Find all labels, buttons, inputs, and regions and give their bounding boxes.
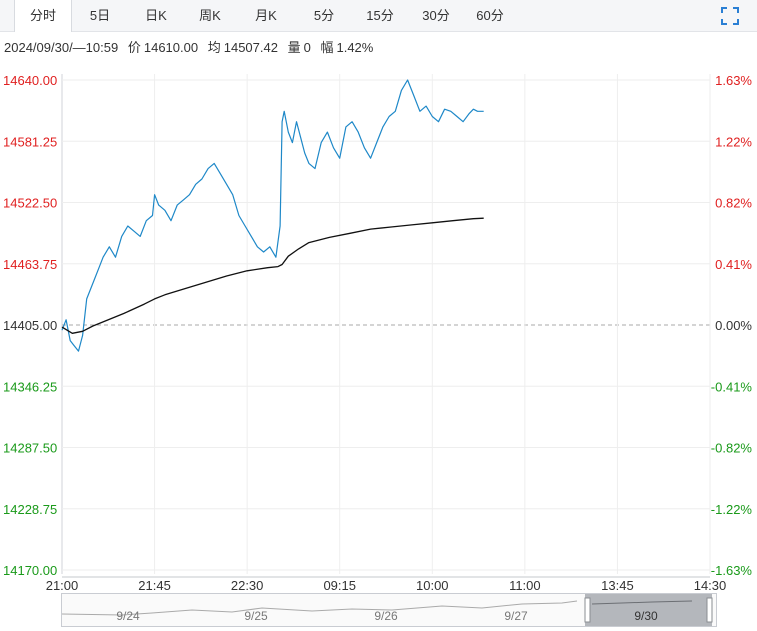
tab-5min[interactable]: 5分 (313, 8, 335, 23)
tab-60min[interactable]: 60分 (476, 8, 504, 23)
x-tick-label: 22:30 (231, 578, 264, 593)
x-tick-label: 21:45 (138, 578, 171, 593)
y-tick-label-left: 14640.00 (3, 73, 57, 88)
x-tick-label: 09:15 (323, 578, 356, 593)
right-percent-axis: 1.63% 1.22% 0.82% 0.41% 0.00% -0.41% -0.82% -1.… (711, 73, 753, 578)
navigator-current-line (591, 600, 693, 605)
y-tick-label-right: 0.00% (715, 318, 752, 333)
x-tick-label: 21:00 (46, 578, 79, 593)
info-avg: 14507.42 (223, 40, 278, 55)
info-price-label: 价 (127, 40, 141, 55)
y-tick-label-right: 1.22% (715, 134, 752, 149)
navigator-overview: 9/24 9/25 9/26 9/27 9/30 (61, 594, 713, 626)
info-avg-label: 均 (207, 40, 221, 55)
navigator-selection[interactable] (585, 594, 712, 626)
navigator-label-0925: 9/25 (244, 609, 268, 623)
y-tick-label-left: 14522.50 (3, 196, 57, 211)
y-tick-label-right: 0.41% (715, 257, 752, 272)
series-lines (61, 79, 484, 352)
navigator-history-line (61, 600, 578, 616)
y-tick-label-left: 14287.50 (3, 441, 57, 456)
y-tick-label-right: 1.63% (715, 73, 752, 88)
y-tick-label-right: -1.63% (711, 563, 753, 578)
grid-lines (61, 74, 711, 578)
tab-monthly-k[interactable]: 月K (255, 8, 277, 23)
y-tick-label-left: 14405.00 (3, 318, 57, 333)
time-navigator[interactable]: 9/24 9/25 9/26 9/27 9/30 (61, 593, 717, 627)
y-tick-label-left: 14346.25 (3, 379, 57, 394)
tab-weekly-k[interactable]: 周K (199, 8, 221, 23)
expand-button[interactable] (719, 5, 741, 27)
info-change-label: 幅 (320, 40, 334, 55)
x-tick-label: 13:45 (601, 578, 634, 593)
y-tick-label-left: 14170.00 (3, 563, 57, 578)
y-tick-label-right: 0.82% (715, 196, 752, 211)
x-tick-label: 10:00 (416, 578, 449, 593)
time-axis: 21:00 21:45 22:30 09:15 10:00 11:00 13:45 14:30 (46, 578, 727, 593)
tab-5day[interactable]: 5日 (89, 8, 111, 23)
period-tab-bar: 分时 5日 日K 周K 月K 5分 15分 30分 60分 (0, 0, 757, 32)
tab-30min[interactable]: 30分 (422, 8, 450, 23)
info-datetime: 2024/09/30/—10:59 (4, 40, 119, 55)
y-tick-label-left: 14228.75 (3, 502, 57, 517)
price-line (61, 79, 484, 352)
navigator-label-0926: 9/26 (374, 609, 398, 623)
info-volume: 0 (303, 40, 311, 55)
x-tick-label: 11:00 (509, 578, 541, 593)
info-price: 14610.00 (143, 40, 199, 55)
tab-daily-k[interactable]: 日K (145, 8, 167, 23)
navigator-label-0930: 9/30 (634, 609, 658, 623)
info-volume-label: 量 (287, 40, 301, 55)
navigator-label-0927: 9/27 (504, 609, 528, 623)
tab-15min[interactable]: 15分 (366, 8, 394, 23)
navigator-right-handle[interactable] (706, 597, 713, 623)
tab-intraday[interactable]: 分时 (14, 0, 72, 32)
y-tick-label-left: 14581.25 (3, 134, 57, 149)
left-price-axis: 14640.00 14581.25 14522.50 14463.75 14405.00… (3, 73, 57, 578)
info-change: 1.42% (336, 40, 374, 55)
navigator-left-handle[interactable] (584, 597, 591, 623)
expand-icon (721, 7, 739, 25)
y-tick-label-left: 14463.75 (3, 257, 57, 272)
y-tick-label-right: -1.22% (711, 502, 753, 517)
average-line (61, 217, 484, 334)
x-tick-label: 14:30 (694, 578, 727, 593)
navigator-label-0924: 9/24 (116, 609, 140, 623)
y-tick-label-right: -0.41% (711, 379, 753, 394)
y-tick-label-right: -0.82% (711, 441, 753, 456)
